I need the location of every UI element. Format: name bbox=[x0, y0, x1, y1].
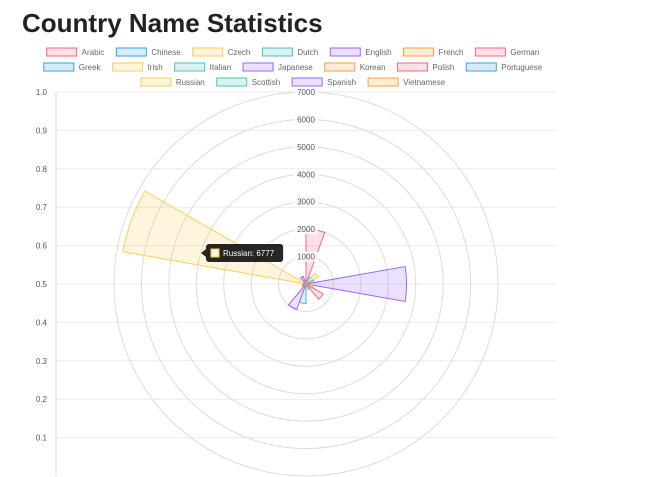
legend-swatch bbox=[242, 62, 274, 72]
legend-item-scottish[interactable]: Scottish bbox=[216, 77, 280, 87]
y-tick-label: 0.4 bbox=[36, 318, 48, 327]
radial-tick-backdrop bbox=[294, 141, 318, 152]
radial-tick-label: 7000 bbox=[297, 88, 315, 97]
radial-tick-backdrop bbox=[294, 114, 318, 125]
legend-item-japanese[interactable]: Japanese bbox=[242, 62, 313, 72]
radial-tick-label: 6000 bbox=[297, 115, 315, 124]
y-tick-label: 0.3 bbox=[36, 357, 48, 366]
legend-item-portuguese[interactable]: Portuguese bbox=[465, 62, 543, 72]
legend-swatch bbox=[192, 47, 224, 57]
legend-item-irish[interactable]: Irish bbox=[112, 62, 163, 72]
legend-swatch bbox=[324, 62, 356, 72]
legend-swatch bbox=[112, 62, 144, 72]
legend-label: Russian bbox=[176, 78, 205, 87]
chart-legend: Arabic Chinese Czech Dutch English French Germ… bbox=[43, 47, 543, 87]
legend-item-czech[interactable]: Czech bbox=[192, 47, 251, 57]
legend-label: Dutch bbox=[297, 48, 318, 57]
legend-swatch bbox=[329, 47, 361, 57]
wedge-english[interactable] bbox=[305, 265, 408, 303]
y-tick-label: 0.7 bbox=[36, 203, 48, 212]
legend-item-korean[interactable]: Korean bbox=[324, 62, 386, 72]
tooltip-swatch bbox=[210, 248, 220, 258]
legend-swatch bbox=[261, 47, 293, 57]
radial-tick-backdrop bbox=[294, 251, 318, 262]
legend-label: Greek bbox=[79, 63, 102, 72]
legend-label: Scottish bbox=[252, 78, 280, 87]
wedge-vietnamese[interactable] bbox=[304, 281, 307, 285]
legend-item-russian[interactable]: Russian bbox=[140, 77, 205, 87]
wedge-czech[interactable] bbox=[305, 272, 320, 285]
legend-swatch bbox=[465, 62, 497, 72]
legend-item-arabic[interactable]: Arabic bbox=[46, 47, 105, 57]
radial-tick-backdrop bbox=[294, 196, 318, 207]
legend-swatch bbox=[115, 47, 147, 57]
legend-swatch bbox=[397, 62, 429, 72]
y-tick-label: 0.6 bbox=[36, 242, 48, 251]
wedge-german[interactable] bbox=[305, 283, 324, 300]
y-tick-label: 0.2 bbox=[36, 395, 48, 404]
radial-tick-backdrop bbox=[294, 169, 318, 180]
y-tick-label: 0.1 bbox=[36, 434, 48, 443]
legend-item-greek[interactable]: Greek bbox=[43, 62, 102, 72]
legend-label: French bbox=[439, 48, 464, 57]
tooltip-label: Russian: 6777 bbox=[223, 249, 275, 258]
legend-label: English bbox=[365, 48, 391, 57]
legend-item-polish[interactable]: Polish bbox=[397, 62, 455, 72]
y-tick-label: 1.0 bbox=[36, 88, 48, 97]
legend-label: Portuguese bbox=[501, 63, 542, 72]
radial-tick-backdrop bbox=[294, 224, 318, 235]
legend-swatch bbox=[474, 47, 506, 57]
wedge-japanese[interactable] bbox=[287, 283, 307, 311]
legend-label: Czech bbox=[228, 48, 251, 57]
radial-tick-label: 2000 bbox=[297, 225, 315, 234]
legend-label: Arabic bbox=[82, 48, 105, 57]
tooltip-caret bbox=[201, 249, 206, 257]
legend-item-german[interactable]: German bbox=[474, 47, 539, 57]
legend-item-english[interactable]: English bbox=[329, 47, 392, 57]
y-tick-label: 0.8 bbox=[36, 165, 48, 174]
radial-tick-labels: 1000 2000 3000 4000 5000 6000 7000 bbox=[294, 87, 318, 262]
radial-tick-label: 3000 bbox=[297, 198, 315, 207]
legend-label: Italian bbox=[210, 63, 231, 72]
legend-label: Vietnamese bbox=[403, 78, 446, 87]
legend-label: German bbox=[510, 48, 539, 57]
legend-item-vietnamese[interactable]: Vietnamese bbox=[367, 77, 446, 87]
legend-item-italian[interactable]: Italian bbox=[174, 62, 231, 72]
legend-item-french[interactable]: French bbox=[403, 47, 464, 57]
radial-tick-label: 5000 bbox=[297, 143, 315, 152]
wedge-russian[interactable] bbox=[122, 190, 307, 285]
wedge-spanish[interactable] bbox=[300, 275, 307, 285]
legend-label: Chinese bbox=[151, 48, 181, 57]
radial-tick-label: 1000 bbox=[297, 253, 315, 262]
legend-item-spanish[interactable]: Spanish bbox=[291, 77, 356, 87]
legend-swatch bbox=[291, 77, 323, 87]
y-tick-label: 0.9 bbox=[36, 126, 48, 135]
page-title: Country Name Statistics bbox=[22, 8, 323, 38]
tooltip: Russian: 6777 bbox=[201, 244, 284, 262]
legend-item-chinese[interactable]: Chinese bbox=[115, 47, 181, 57]
legend-label: Polish bbox=[433, 63, 455, 72]
legend-label: Japanese bbox=[278, 63, 313, 72]
legend-swatch bbox=[367, 77, 399, 87]
legend-swatch bbox=[216, 77, 248, 87]
legend-label: Korean bbox=[360, 63, 386, 72]
legend-item-dutch[interactable]: Dutch bbox=[261, 47, 318, 57]
radial-tick-label: 4000 bbox=[297, 170, 315, 179]
radial-tick-backdrop bbox=[294, 87, 318, 97]
legend-label: Spanish bbox=[327, 78, 356, 87]
tooltip-box bbox=[206, 244, 284, 262]
legend-swatch bbox=[43, 62, 75, 72]
legend-swatch bbox=[140, 77, 172, 87]
legend-swatch bbox=[174, 62, 206, 72]
legend-label: Irish bbox=[148, 63, 163, 72]
y-tick-label: 0.5 bbox=[36, 280, 48, 289]
legend-swatch bbox=[46, 47, 78, 57]
legend-swatch bbox=[403, 47, 435, 57]
